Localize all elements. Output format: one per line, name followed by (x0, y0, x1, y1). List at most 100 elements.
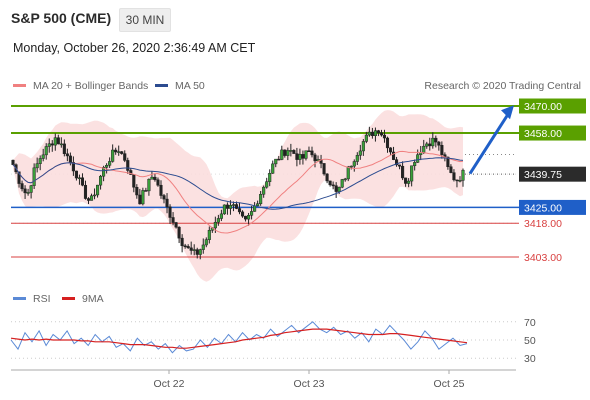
candle-body (68, 155, 72, 163)
candle-body (102, 167, 106, 177)
ma50-line (12, 157, 464, 210)
candle-body (219, 213, 223, 219)
candle-body (247, 215, 251, 220)
candle-body (398, 164, 402, 167)
candle-body (446, 156, 450, 167)
candle-body (144, 190, 148, 192)
x-axis: Oct 22 Oct 23 Oct 25 (154, 370, 465, 390)
candle-body (289, 150, 293, 152)
candle-body (437, 141, 441, 146)
candle-body (244, 215, 248, 220)
candle-body (422, 145, 426, 153)
candle-body (129, 170, 133, 175)
candle-body (280, 149, 284, 160)
candle-body (268, 173, 272, 182)
rsi-legend-swatch (13, 297, 26, 300)
candle-body (38, 158, 42, 164)
level-label: 3403.00 (524, 252, 562, 264)
candle-body (225, 204, 229, 209)
candle-body (132, 174, 136, 188)
candle-body (364, 134, 368, 142)
candle-body (440, 145, 444, 155)
candle-body (379, 132, 384, 136)
candle-body (216, 218, 220, 223)
candle-body (355, 155, 359, 162)
candle-body (32, 167, 36, 186)
candle-body (99, 175, 103, 186)
candle-body (352, 161, 356, 167)
candle-body (461, 169, 465, 181)
chart-header: S&P 500 (CME) 30 MIN (0, 0, 590, 38)
candle-body (83, 184, 88, 199)
candle-body (346, 166, 350, 180)
candle-body (277, 158, 281, 161)
last-price-label-box (519, 166, 586, 182)
candle-body (428, 143, 432, 147)
candle-body (250, 211, 254, 216)
bollinger-band (13, 110, 463, 282)
candle-body (391, 151, 396, 160)
timeframe-badge[interactable]: 30 MIN (119, 8, 171, 32)
candle-body (150, 176, 154, 180)
candle-body (153, 176, 157, 181)
candle-body (410, 165, 414, 182)
candle-body (92, 194, 97, 197)
candle-body (201, 244, 205, 250)
ma50-legend-label: MA 50 (175, 80, 205, 92)
candle-body (328, 180, 332, 186)
candle-body (325, 173, 329, 182)
rsi-ma-legend-swatch (62, 297, 75, 300)
candle-body (407, 180, 411, 184)
candle-body (183, 245, 187, 248)
candle-body (265, 181, 269, 188)
candle-body (80, 177, 85, 186)
candle-body (96, 184, 100, 196)
candle-body (349, 165, 353, 168)
candle-body (26, 192, 30, 194)
level-label: 3418.00 (524, 218, 562, 230)
candle-body (105, 165, 109, 168)
rsi-line (10, 321, 468, 354)
candle-body (388, 147, 393, 153)
candle-body (77, 177, 81, 180)
candle-body (416, 154, 420, 163)
candle-body (385, 137, 390, 149)
candle-body (334, 185, 338, 192)
candle-body (138, 194, 142, 205)
rsi-tick-label: 70 (524, 317, 536, 329)
candle-body (231, 204, 236, 206)
candle-body (20, 183, 24, 190)
candle-body (65, 153, 69, 157)
rsi-legend-label: RSI (33, 293, 51, 305)
candle-body (108, 161, 112, 166)
candle-body (401, 165, 405, 179)
candle-body (59, 143, 63, 146)
candle-body (373, 130, 377, 136)
candle-body (111, 149, 115, 162)
support-label: 3425.00 (524, 202, 562, 214)
rsi-tick-label: 50 (524, 335, 536, 347)
candle-body (458, 180, 462, 182)
rsi-panel: 70 50 30 (10, 317, 536, 365)
resistance-label: 3470.00 (524, 101, 562, 113)
candle-body (322, 163, 326, 175)
forecast-arrow-head (501, 105, 514, 120)
candle-body (331, 184, 335, 187)
candle-body (56, 137, 60, 145)
candle-body (23, 188, 27, 194)
candle-body (74, 170, 78, 179)
candle-body (114, 149, 118, 153)
candle-body (358, 150, 362, 156)
instrument-title: S&P 500 (CME) (11, 10, 112, 26)
candle-body (35, 163, 39, 169)
ma20-line (12, 150, 464, 234)
candle-body (135, 186, 139, 196)
candle-body (141, 190, 145, 205)
candle-body (165, 198, 169, 208)
candle-body (452, 172, 456, 181)
candle-body (186, 246, 190, 249)
candle-body (271, 163, 275, 174)
candle-body (147, 178, 151, 192)
candle-body (449, 166, 453, 173)
